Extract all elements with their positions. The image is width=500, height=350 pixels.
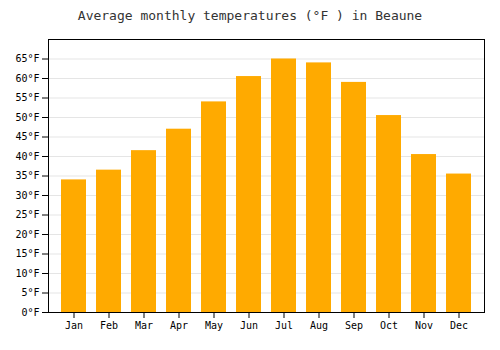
svg-text:55°F: 55°F [15, 92, 39, 103]
svg-text:Jun: Jun [240, 320, 258, 331]
svg-text:Oct: Oct [380, 320, 398, 331]
svg-text:Nov: Nov [415, 320, 433, 331]
svg-text:Jul: Jul [275, 320, 293, 331]
svg-text:Sep: Sep [345, 320, 363, 331]
svg-text:Apr: Apr [170, 320, 188, 331]
svg-text:30°F: 30°F [15, 190, 39, 201]
svg-text:Aug: Aug [310, 320, 328, 331]
svg-text:Jan: Jan [65, 320, 83, 331]
svg-text:20°F: 20°F [15, 229, 39, 240]
svg-text:60°F: 60°F [15, 73, 39, 84]
svg-text:25°F: 25°F [15, 209, 39, 220]
svg-text:Dec: Dec [450, 320, 468, 331]
svg-text:0°F: 0°F [21, 307, 39, 318]
svg-text:45°F: 45°F [15, 131, 39, 142]
svg-text:35°F: 35°F [15, 170, 39, 181]
svg-text:15°F: 15°F [15, 248, 39, 259]
svg-text:50°F: 50°F [15, 112, 39, 123]
svg-text:10°F: 10°F [15, 268, 39, 279]
svg-text:40°F: 40°F [15, 151, 39, 162]
svg-text:May: May [205, 320, 223, 331]
html-text:Average monthly temperatures (: Average monthly temperatures (°F ) in Be… [77, 8, 423, 23]
svg-text:Feb: Feb [100, 320, 118, 331]
svg-text:Mar: Mar [135, 320, 153, 331]
svg-text:5°F: 5°F [21, 287, 39, 298]
svg-text:65°F: 65°F [15, 53, 39, 64]
